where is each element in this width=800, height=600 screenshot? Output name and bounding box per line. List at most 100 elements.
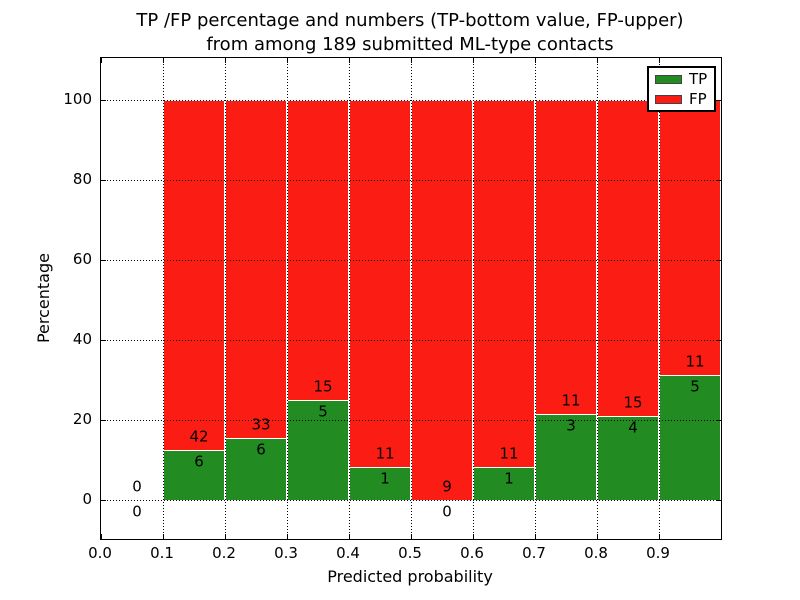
y-tick-mark [101,420,106,421]
bar-count-label-fp: 15 [313,377,333,396]
x-tick-mark-top [349,58,350,63]
horizontal-gridline [101,180,721,181]
y-axis-label: Percentage [34,253,53,344]
x-tick-label: 0.2 [212,544,236,562]
y-tick-mark-right [716,340,721,341]
bar-segment-tp [349,466,411,500]
y-tick-mark-right [716,260,721,261]
bar-segment-tp [535,414,597,500]
chart-title-line1: TP /FP percentage and numbers (TP-bottom… [136,10,684,31]
horizontal-gridline [101,420,721,421]
y-tick-label: 60 [72,250,92,268]
plot-area: 0 0 42 6 33 6 15 5 11 1 9 0 11 1 11 3 15 4 11 5 [100,57,722,540]
horizontal-gridline [101,340,721,341]
bar-count-label-fp: 11 [499,444,519,463]
x-tick-mark-top [473,58,474,63]
y-tick-mark [101,500,106,501]
y-tick-label: 100 [63,90,92,108]
bar-segment-fp [349,100,411,467]
horizontal-gridline [101,500,721,501]
bar-count-label-tp: 0 [132,502,142,521]
y-tick-mark-right [716,420,721,421]
bar-count-label-tp: 6 [194,452,204,471]
y-tick-label: 0 [82,490,92,508]
x-tick-mark [163,534,164,539]
horizontal-gridline [101,260,721,261]
bar-segment-tp [659,375,721,500]
legend-swatch-tp-icon [655,74,682,84]
bar-segment-fp [659,100,721,375]
y-tick-mark [101,180,106,181]
x-tick-label: 0.8 [584,544,608,562]
bar-segment-fp [163,100,225,450]
bar-count-label-fp: 0 [132,477,142,496]
bar-count-label-fp: 9 [442,477,452,496]
x-tick-mark-top [163,58,164,63]
y-tick-mark [101,260,106,261]
bar-segment-fp [287,100,349,400]
bar-count-label-tp: 1 [504,469,514,488]
chart-title: TP /FP percentage and numbers (TP-bottom… [100,9,720,57]
x-tick-mark-top [535,58,536,63]
vertical-gridline [535,58,536,539]
bar-count-label-tp: 4 [628,418,638,437]
y-tick-label: 80 [72,170,92,188]
vertical-gridline [411,58,412,539]
x-tick-mark-top [659,58,660,63]
x-tick-label: 0.1 [150,544,174,562]
horizontal-gridline [101,100,721,101]
x-axis-label: Predicted probability [327,567,493,586]
x-tick-label: 0.7 [522,544,546,562]
vertical-gridline [163,58,164,539]
x-tick-label: 0.6 [460,544,484,562]
bar-segment-tp [287,400,349,500]
bar-segment-tp [473,466,535,500]
y-tick-mark-right [716,100,721,101]
bar-count-label-tp: 0 [442,502,452,521]
legend-label-tp: TP [689,69,708,88]
chart-title-line2: from among 189 submitted ML-type contact… [206,34,614,55]
bar-segment-tp [225,438,287,500]
y-tick-label: 20 [72,410,92,428]
x-tick-mark [473,534,474,539]
x-tick-mark-top [225,58,226,63]
bar-count-label-fp: 11 [685,352,705,371]
bar-count-label-fp: 11 [561,391,581,410]
x-tick-label: 0.4 [336,544,360,562]
y-tick-mark-right [716,500,721,501]
bar-count-label-tp: 3 [566,416,576,435]
x-tick-mark [535,534,536,539]
x-tick-mark [411,534,412,539]
y-tick-mark [101,100,106,101]
bar-segment-tp [163,450,225,500]
y-tick-mark [101,340,106,341]
x-tick-mark [597,534,598,539]
bar-count-label-tp: 5 [318,402,328,421]
x-tick-mark [287,534,288,539]
x-tick-mark-top [287,58,288,63]
x-tick-label: 0.5 [398,544,422,562]
x-tick-mark-top [101,58,102,63]
bar-count-label-fp: 42 [189,427,209,446]
x-tick-mark-top [411,58,412,63]
vertical-gridline [597,58,598,539]
y-tick-label: 40 [72,330,92,348]
x-tick-mark [225,534,226,539]
bar-segment-fp [535,100,597,415]
bar-segment-fp [411,100,473,500]
x-tick-mark [659,534,660,539]
bar-count-label-tp: 5 [690,377,700,396]
vertical-gridline [287,58,288,539]
x-tick-mark [101,534,102,539]
y-tick-mark-right [716,180,721,181]
bar-count-label-fp: 33 [251,415,271,434]
legend-item-fp: FP [655,89,708,108]
x-tick-label: 0.3 [274,544,298,562]
x-tick-mark-top [597,58,598,63]
bar-segment-tp [597,415,659,500]
x-tick-mark [349,534,350,539]
legend-item-tp: TP [655,69,708,88]
legend-label-fp: FP [689,89,707,108]
vertical-gridline [659,58,660,539]
